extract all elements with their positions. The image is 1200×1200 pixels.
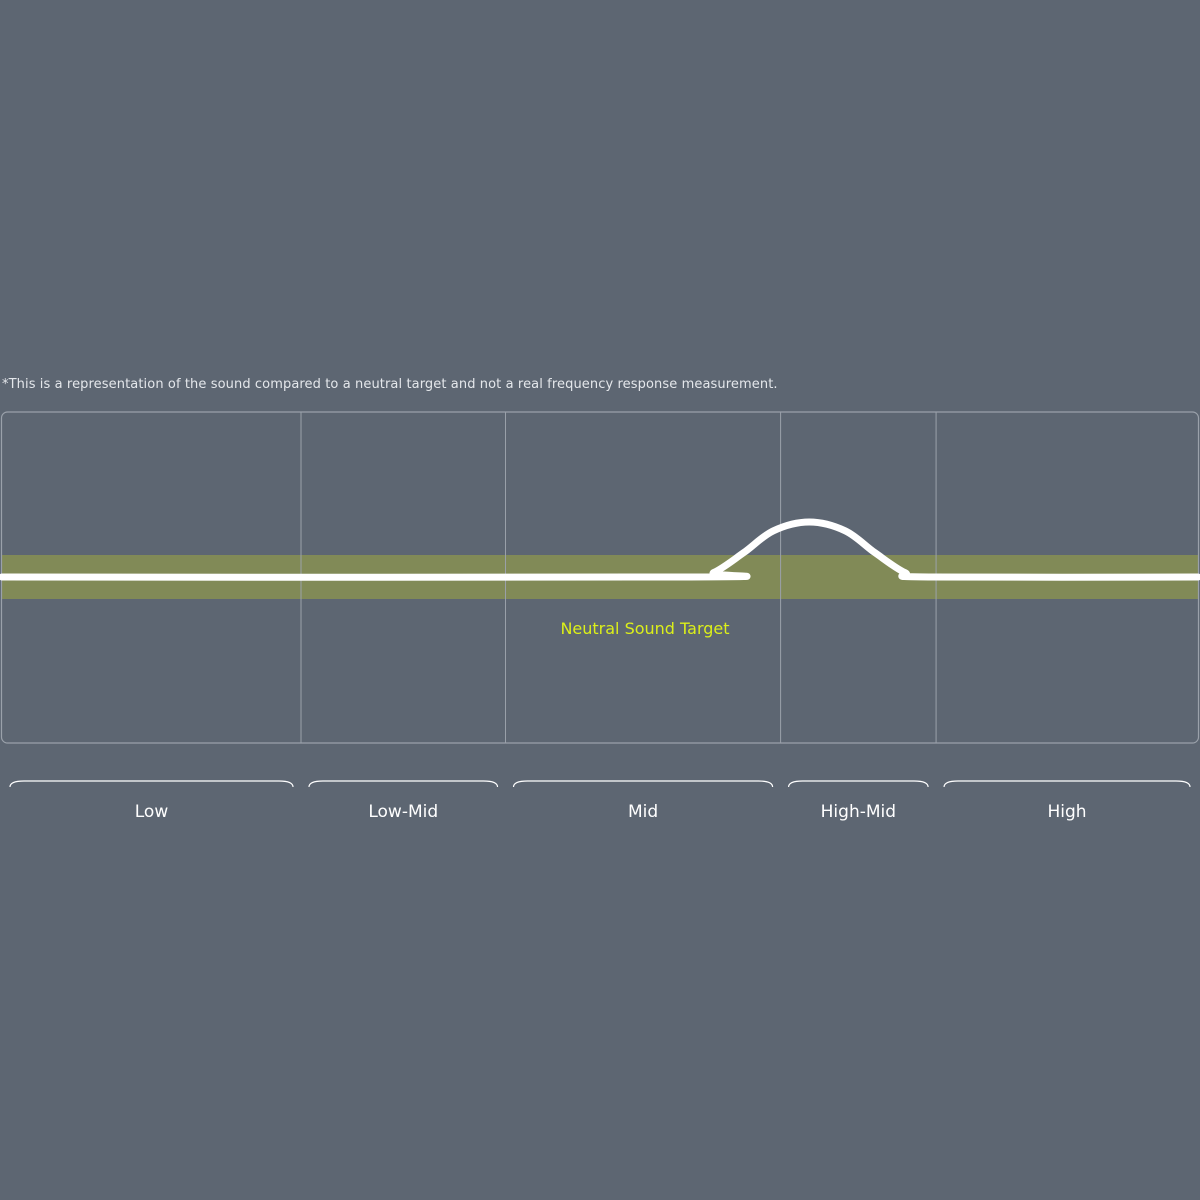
- neutral-target-label: Neutral Sound Target: [560, 619, 729, 638]
- brace-layer: [9, 780, 1191, 788]
- category-label-low-mid: Low-Mid: [368, 802, 438, 822]
- brace-high-mid: [787, 780, 929, 788]
- category-label-high: High: [1047, 802, 1086, 822]
- category-labels: Low Low-Mid Mid High-Mid High: [135, 802, 1087, 822]
- sound-curve: [0, 518, 1200, 581]
- brace-high: [943, 780, 1191, 788]
- label-layer: Neutral Sound Target: [560, 619, 729, 638]
- category-label-mid: Mid: [628, 802, 658, 822]
- brace-low: [9, 780, 294, 788]
- category-label-low: Low: [135, 802, 169, 822]
- brace-mid: [512, 780, 774, 788]
- disclaimer-note: *This is a representation of the sound c…: [2, 377, 778, 392]
- category-label-high-mid: High-Mid: [821, 802, 896, 822]
- brace-low-mid: [308, 780, 499, 788]
- curve-layer: [0, 518, 1200, 581]
